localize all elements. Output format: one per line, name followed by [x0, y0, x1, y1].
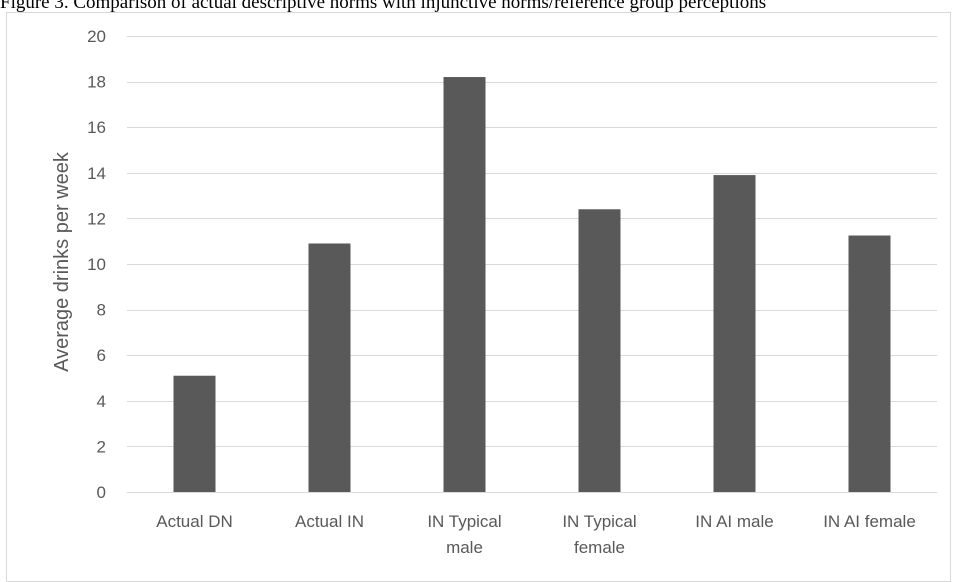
- x-category-label: IN Typical female: [562, 512, 636, 557]
- bars: [173, 77, 891, 492]
- y-tick-label: 8: [97, 301, 106, 320]
- y-tick-label: 16: [87, 118, 106, 137]
- bar-0: [173, 375, 216, 492]
- y-tick-label: 0: [97, 483, 106, 502]
- x-category-label-line: IN Typical: [562, 512, 636, 531]
- bar-2: [443, 77, 486, 492]
- x-category-label-line: IN AI female: [823, 512, 916, 531]
- y-axis-title: Average drinks per week: [51, 151, 73, 372]
- gridlines: [127, 36, 937, 493]
- y-tick-label: 20: [87, 27, 106, 46]
- x-category-label-line: Actual DN: [156, 512, 233, 531]
- y-tick-label: 6: [97, 346, 106, 365]
- bar-5: [848, 235, 891, 492]
- figure-caption: Figure 3. Comparison of actual descripti…: [0, 0, 767, 13]
- y-tick-label: 2: [97, 437, 106, 456]
- x-category-label-line: male: [446, 538, 483, 557]
- x-category-label: Actual DN: [156, 512, 233, 531]
- y-tick-label: 10: [87, 255, 106, 274]
- y-tick-label: 18: [87, 73, 106, 92]
- x-category-label-line: IN AI male: [695, 512, 773, 531]
- bar-4: [713, 175, 756, 492]
- x-category-label: IN Typical male: [427, 512, 501, 557]
- y-tick-label: 12: [87, 209, 106, 228]
- x-category-label: IN AI female: [823, 512, 916, 531]
- x-category-label-line: Actual IN: [295, 512, 364, 531]
- x-category-label-line: female: [574, 538, 625, 557]
- bar-1: [308, 243, 351, 492]
- bar-3: [578, 209, 621, 492]
- y-tick-label: 4: [97, 392, 106, 411]
- y-axis-ticks: 0 2 4 6 8 10 12 14 16 18 20: [87, 27, 106, 502]
- x-category-label: Actual IN: [295, 512, 364, 531]
- x-category-label-line: IN Typical: [427, 512, 501, 531]
- y-tick-label: 14: [87, 164, 106, 183]
- x-category-label: IN AI male: [695, 512, 773, 531]
